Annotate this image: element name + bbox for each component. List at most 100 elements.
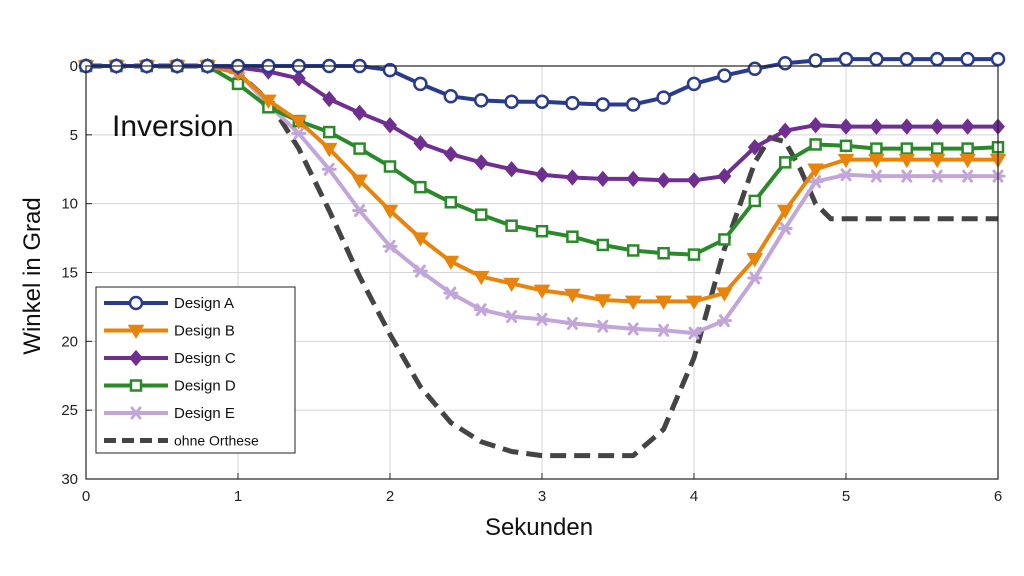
x-tick-label: 6 [994,488,1002,505]
x-tick-label: 1 [234,488,242,505]
data-point-design-e [412,264,428,278]
data-point-design-a [473,93,489,108]
data-point-design-d [961,142,974,155]
data-point-design-e [960,169,976,183]
data-point-design-a [686,76,702,92]
data-point-design-d [839,139,853,153]
data-point-design-a [443,89,459,104]
data-point-design-d [383,160,397,173]
data-point-design-b [868,153,885,169]
data-point-design-b [260,94,277,109]
data-point-design-a [960,51,975,67]
data-point-design-a [504,94,519,110]
data-point-design-e [504,310,520,324]
x-axis-label: Sekunden [485,514,593,541]
legend-label: Design A [174,295,234,312]
data-point-design-e [534,312,550,326]
data-point-design-a [899,51,915,67]
data-point-design-c [504,161,519,178]
data-point-design-a [656,90,671,105]
y-axis-label: Winkel in Grad [19,197,46,354]
data-point-design-e [595,319,611,333]
marker-stroke [901,169,913,183]
marker-stroke [130,406,142,420]
data-point-design-a [717,68,732,83]
data-point-design-e [686,326,702,340]
data-point-design-b [594,294,612,309]
data-point-design-b [776,204,794,220]
data-point-design-a [929,51,945,67]
data-point-design-c [930,118,945,135]
data-point-design-e [747,271,763,285]
data-point-design-d [322,125,336,139]
legend-marker [128,295,144,311]
series-layer [77,51,1007,459]
data-point-design-c [778,122,793,139]
marker-stroke [506,310,518,324]
data-point-design-d [505,219,518,232]
marker-stroke [962,169,974,183]
data-point-design-c [413,134,428,152]
data-point-design-a [595,97,611,112]
legend-marker [128,406,144,420]
data-point-design-c [747,139,762,156]
legend-marker [127,324,145,339]
data-point-design-b [503,277,520,293]
data-point-design-c [626,170,641,188]
series-line-ohne-orthese [86,63,998,459]
legend-label: Design C [174,350,236,367]
marker-stroke [658,323,670,337]
data-point-design-e [808,175,824,189]
data-point-design-d [626,244,640,257]
legend-label: Design B [174,323,235,340]
data-point-design-b [928,153,946,169]
data-point-design-a [625,97,641,112]
data-point-design-d [930,142,944,155]
legend-item-ohne-orthese: ohne Orthese [104,433,259,449]
data-point-design-e [868,169,884,183]
marker-stroke [718,314,730,328]
marker-stroke [840,168,852,182]
data-point-design-c [839,118,853,135]
y-tick-label: 20 [61,333,78,350]
data-point-design-e [473,303,489,317]
data-point-design-c [595,170,610,188]
data-point-design-d [414,180,427,194]
data-point-design-e [321,162,337,176]
x-tick-label: 5 [842,488,850,505]
marker-stroke [354,204,366,218]
data-point-design-d [809,138,822,151]
marker-stroke [445,286,457,300]
data-point-design-a [838,51,854,67]
legend-item-design-c: Design C [104,349,236,367]
data-point-design-b [442,255,460,270]
data-point-design-c [474,154,489,171]
tick-labels: 0 1 2 3 4 5 6 0 5 10 15 20 25 30 [61,58,1002,505]
data-point-design-b [290,115,308,130]
legend-marker [129,379,143,392]
data-point-design-d [900,142,914,155]
data-point-design-c [899,118,914,135]
data-point-design-b [624,295,642,310]
series-design-a [78,51,1006,112]
data-point-design-c [808,117,823,134]
marker-stroke [688,326,700,340]
data-point-design-c [960,118,975,135]
data-point-design-c [535,166,549,183]
data-point-design-e [656,323,672,337]
data-point-design-e [716,314,732,328]
data-point-design-c [352,104,367,121]
data-point-design-b [320,142,338,158]
y-tick-label: 0 [70,58,78,75]
legend-box [95,286,296,454]
data-point-design-d [535,224,549,238]
data-point-design-d [474,208,488,221]
marker-stroke [627,322,639,336]
marker-stroke [293,126,305,140]
legend-item-design-e: Design E [104,405,235,422]
data-point-design-a [747,61,763,77]
marker-stroke [810,175,822,189]
data-point-design-a [413,76,428,92]
data-point-design-e [777,221,793,235]
data-point-design-b [564,288,581,304]
